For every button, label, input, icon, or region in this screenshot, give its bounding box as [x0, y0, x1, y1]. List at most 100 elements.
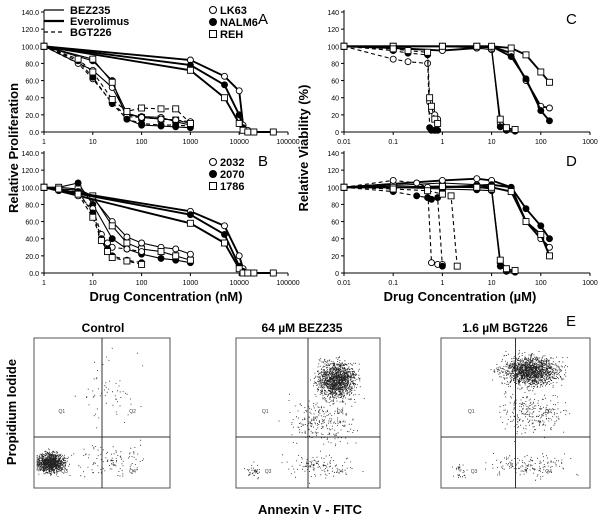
- data-point: [447, 192, 455, 200]
- data-point: [186, 66, 194, 74]
- legend-label-nalm6: NALM6: [220, 17, 258, 29]
- quadrant-label: Q1: [58, 409, 65, 415]
- cell-line-legend-top: LK63 NALM6 REH: [209, 5, 258, 41]
- data-point: [537, 222, 545, 230]
- data-point: [123, 115, 131, 123]
- data-point: [172, 105, 180, 113]
- x-tick-label: 100: [535, 139, 547, 146]
- data-point: [108, 78, 116, 86]
- flow-title-bez235: 64 µM BEZ235: [262, 321, 343, 335]
- data-point: [424, 48, 432, 56]
- quadrant-label: Q2: [129, 409, 136, 415]
- x-tick-label: 10000: [229, 139, 249, 146]
- y-tick-label: 100.0: [21, 185, 39, 192]
- data-point: [537, 68, 545, 76]
- series-line: [43, 186, 191, 255]
- data-point: [123, 257, 131, 265]
- data-point: [496, 123, 504, 131]
- y-tick-label: 0.0: [29, 130, 39, 137]
- data-point: [40, 183, 48, 191]
- data-point: [104, 248, 111, 256]
- x-tick-label: 1000: [582, 139, 598, 146]
- data-point: [438, 176, 446, 184]
- data-point: [269, 128, 277, 136]
- data-point: [74, 190, 82, 198]
- data-point: [546, 104, 553, 112]
- data-point: [235, 265, 243, 273]
- x-tick-label: 1000: [183, 139, 199, 146]
- y-tick-label: 140: [327, 151, 339, 158]
- quadrant-label: Q1: [468, 409, 475, 415]
- data-point: [221, 72, 228, 80]
- data-point: [438, 190, 446, 198]
- flow-dots: [244, 356, 365, 484]
- legend-label-reh: REH: [220, 29, 243, 41]
- y-tick-label: 40: [331, 96, 339, 103]
- quadrant-label: Q4: [129, 469, 136, 475]
- series-line: [43, 45, 191, 123]
- data-point: [389, 176, 397, 184]
- y-tick-label: 40: [331, 237, 339, 244]
- data-point: [172, 121, 180, 129]
- legend-label-2032: 2032: [220, 157, 244, 169]
- panel-letter-b: B: [258, 153, 268, 170]
- data-point: [522, 75, 530, 83]
- data-point: [546, 252, 553, 260]
- legend-label-2070: 2070: [220, 169, 244, 181]
- x-tick-label: 1: [42, 139, 46, 146]
- y-tick-label: 140: [327, 10, 339, 17]
- data-point: [235, 111, 243, 119]
- data-point: [502, 124, 510, 132]
- legend-marker-lk63: [209, 6, 217, 14]
- data-point: [428, 102, 435, 110]
- x-tick-label: 10: [488, 139, 496, 146]
- data-point: [250, 128, 258, 136]
- quadrant-label: Q3: [61, 469, 68, 475]
- y-tick-label: 80: [331, 202, 339, 209]
- y-tick-label: 120: [327, 168, 339, 175]
- y-tick-label: 80.0: [25, 202, 39, 209]
- legend-label-lk63: LK63: [220, 5, 247, 17]
- y-tick-label: 60: [331, 79, 339, 86]
- flow-title-control: Control: [82, 321, 125, 335]
- data-point: [244, 269, 252, 277]
- legend-label-bgt226: BGT226: [70, 27, 112, 39]
- data-point: [389, 185, 397, 193]
- data-point: [157, 115, 165, 123]
- data-point: [537, 107, 545, 115]
- data-point: [507, 44, 515, 52]
- y-tick-label: 80.0: [25, 61, 39, 68]
- legend-marker-nalm6: [209, 18, 217, 26]
- data-point: [74, 179, 82, 187]
- data-point: [424, 187, 432, 195]
- x-tick-label: 10: [488, 280, 496, 287]
- data-point: [221, 94, 228, 102]
- y-tick-label: 60.0: [25, 220, 39, 227]
- x-tick-label: 0.1: [388, 139, 398, 146]
- data-point: [221, 230, 228, 238]
- data-point: [340, 42, 348, 50]
- data-point: [186, 119, 194, 127]
- y-tick-label: 40.0: [25, 96, 39, 103]
- data-point: [546, 235, 553, 243]
- data-point: [404, 58, 412, 66]
- flow-y-axis-label: Propidium Iodide: [4, 359, 19, 465]
- legend-label-bez235: BEZ235: [70, 5, 110, 17]
- flow-x-axis-label: Annexin V - FITC: [258, 502, 363, 517]
- flow-dots: [36, 347, 144, 478]
- data-point: [473, 175, 481, 183]
- data-point: [89, 55, 97, 63]
- data-point: [250, 269, 258, 277]
- data-point: [496, 115, 504, 123]
- legend-label-1786: 1786: [220, 181, 244, 193]
- x-tick-label: 10: [89, 280, 97, 287]
- panel-letter-a: A: [258, 11, 268, 28]
- data-point: [108, 254, 116, 262]
- data-point: [40, 42, 48, 50]
- legend-marker-reh: [209, 30, 217, 38]
- x-tick-label: 10000: [229, 280, 249, 287]
- panel-c-viability-chart: 0 20 40 60 80 100 120 140 0.01 0.1 1 10 100 1000: [327, 10, 598, 146]
- quadrant-label: Q3: [265, 469, 272, 475]
- y-tick-label: 0: [335, 130, 339, 137]
- data-point: [186, 219, 194, 227]
